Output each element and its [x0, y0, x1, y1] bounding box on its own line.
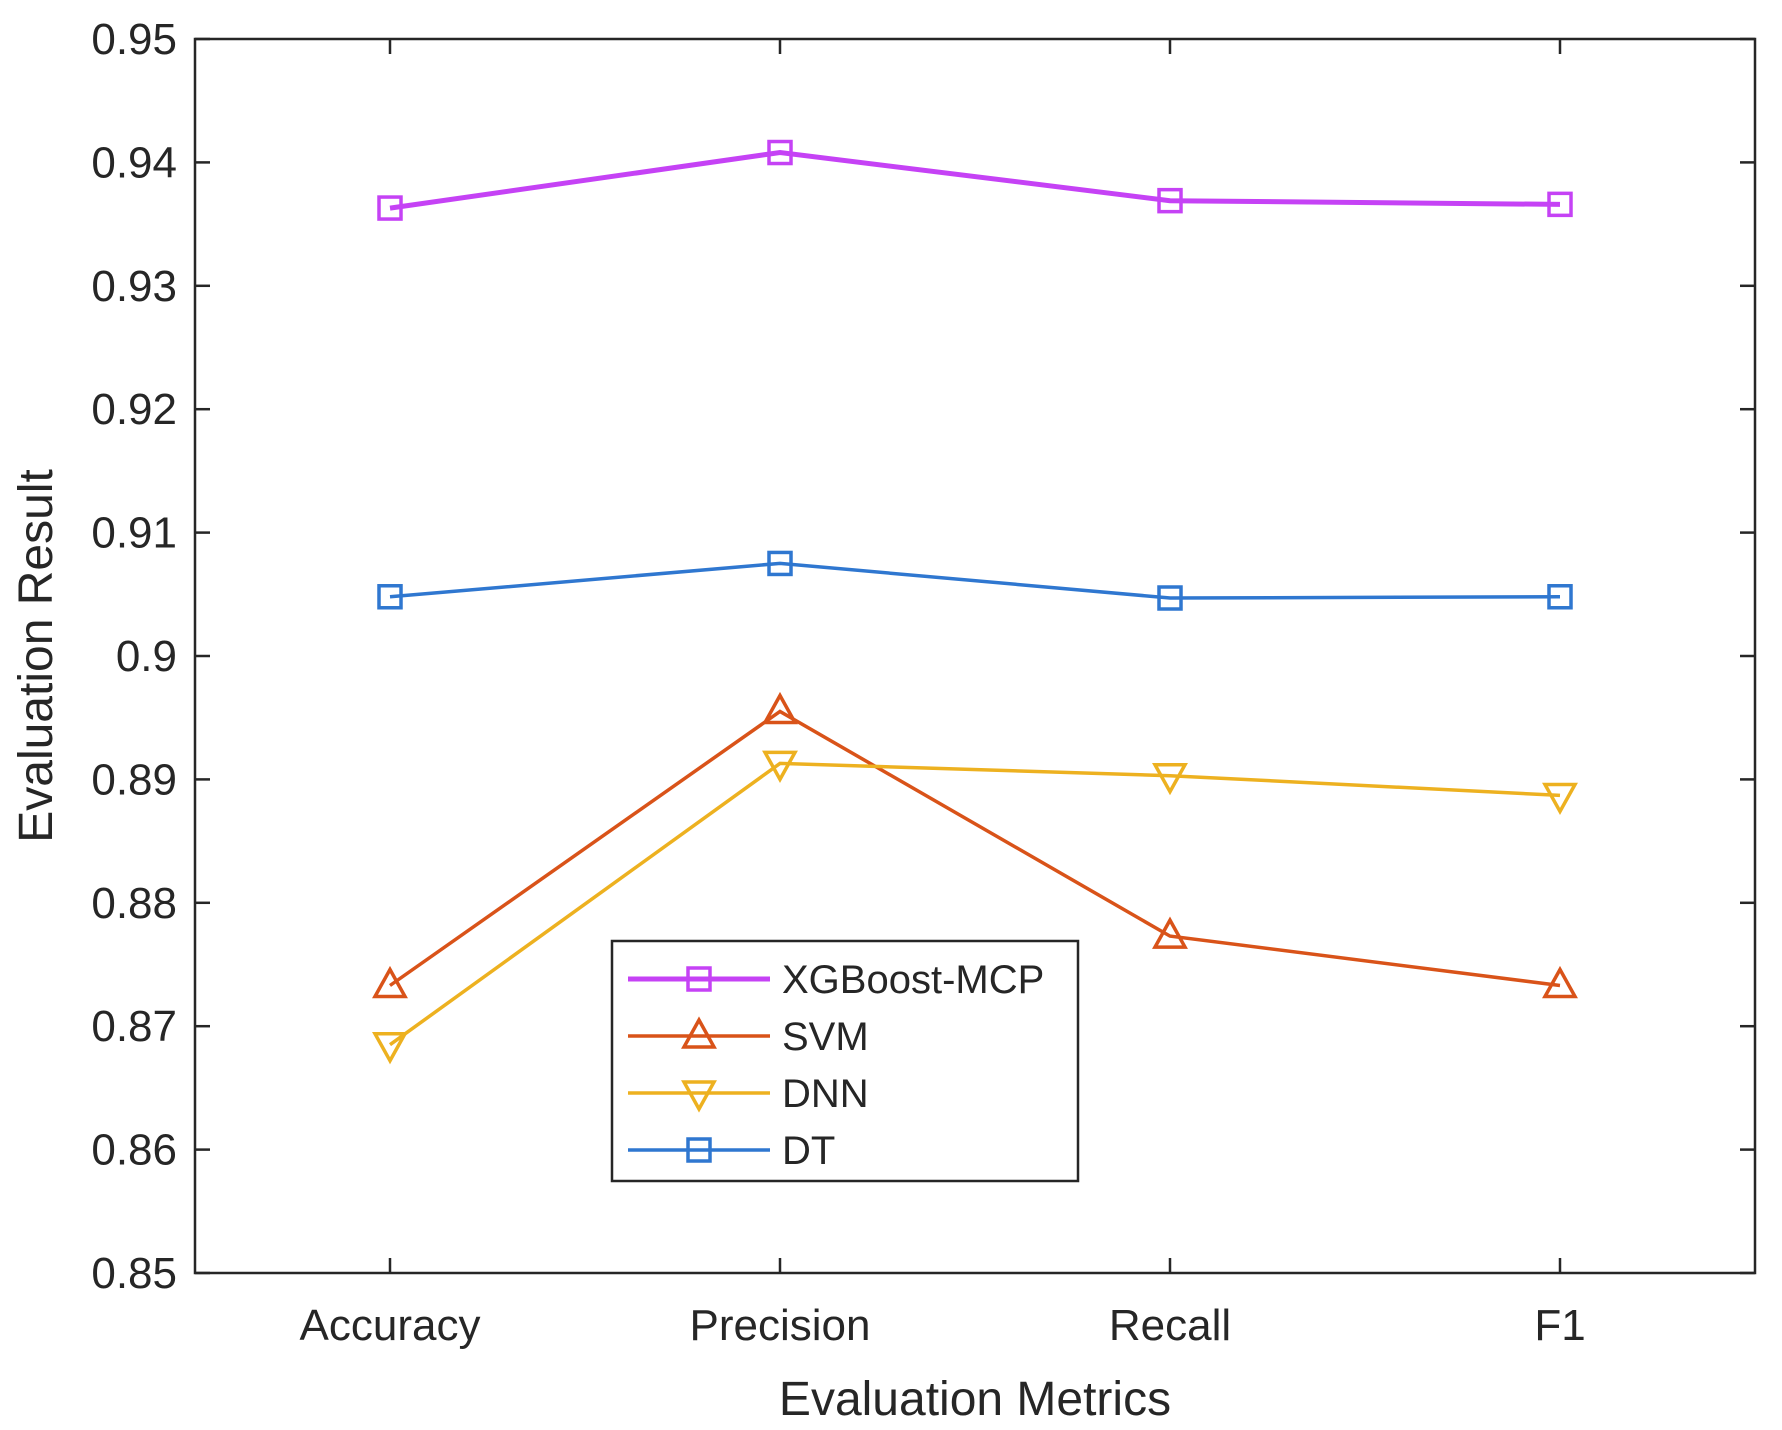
- series-dt: [377, 550, 1573, 611]
- y-tick-label: 0.87: [91, 1002, 177, 1051]
- legend-marker-svm: [681, 1016, 717, 1049]
- data-point-dnn-accuracy: [372, 1031, 408, 1065]
- legend-label-xgboost-mcp: XGBoost-MCP: [782, 958, 1044, 1002]
- ticks-layer: 0.85 0.86 0.87 0.88 0.89 0.9 0.91 0.92 0.93 0.94 0…: [91, 15, 1755, 1350]
- y-tick-label: 0.95: [91, 15, 177, 64]
- data-point-svm-precision: [762, 691, 798, 725]
- data-point-dt-recall: [1157, 585, 1183, 611]
- data-point-xgboost-mcp-precision: [767, 139, 793, 166]
- data-point-dt-precision: [767, 550, 793, 577]
- y-tick-label: 0.85: [91, 1249, 177, 1298]
- y-axis-title: Evaluation Result: [10, 469, 63, 843]
- legend: XGBoost-MCP SVM DNN DT: [610, 939, 1080, 1183]
- y-tick-label: 0.93: [91, 262, 177, 311]
- legend-label-dnn: DNN: [782, 1072, 869, 1116]
- data-point-dnn-recall: [1152, 762, 1188, 796]
- x-tick-label: Precision: [690, 1301, 871, 1350]
- data-point-dt-f1: [1547, 584, 1573, 610]
- x-tick-label: Recall: [1109, 1301, 1231, 1350]
- series-xgboost-mcp: [377, 139, 1573, 221]
- y-tick-label: 0.89: [91, 755, 177, 804]
- data-point-dt-accuracy: [377, 584, 403, 610]
- series-dnn: [372, 750, 1578, 1065]
- y-tick-label: 0.86: [91, 1126, 177, 1175]
- y-tick-label: 0.9: [116, 632, 177, 681]
- data-point-dnn-precision: [762, 750, 798, 783]
- series-line-dt: [389, 561, 1561, 600]
- x-tick-label: F1: [1534, 1301, 1585, 1350]
- data-point-svm-accuracy: [372, 965, 408, 999]
- data-point-xgboost-mcp-f1: [1547, 191, 1573, 218]
- y-tick-label: 0.94: [91, 138, 177, 187]
- x-tick-label: Accuracy: [300, 1301, 481, 1350]
- legend-label-dt: DT: [782, 1129, 835, 1173]
- series-line-dnn: [388, 761, 1561, 1047]
- data-point-xgboost-mcp-recall: [1157, 187, 1183, 214]
- y-tick-label: 0.91: [91, 509, 177, 558]
- series-layer: [372, 139, 1578, 1065]
- data-point-xgboost-mcp-accuracy: [377, 195, 403, 221]
- series-svm: [372, 691, 1578, 999]
- y-tick-label: 0.92: [91, 385, 177, 434]
- data-point-svm-recall: [1152, 916, 1188, 949]
- series-line-xgboost-mcp: [389, 149, 1561, 211]
- data-point-svm-f1: [1542, 965, 1578, 999]
- legend-label-svm: SVM: [782, 1015, 869, 1059]
- legend-marker-xgboost-mcp: [686, 966, 712, 992]
- data-point-dnn-f1: [1542, 782, 1578, 816]
- series-line-svm: [388, 709, 1561, 988]
- y-tick-label: 0.88: [91, 879, 177, 928]
- legend-marker-dnn: [681, 1080, 717, 1113]
- legend-marker-dt: [686, 1137, 712, 1163]
- x-axis-title: Evaluation Metrics: [779, 1373, 1171, 1426]
